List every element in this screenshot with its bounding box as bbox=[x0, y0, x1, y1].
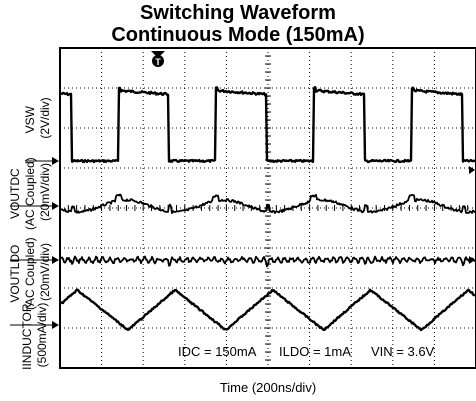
annotation-ildo: ILDO = 1mA bbox=[279, 344, 351, 359]
ch4-label-line2: (500mA/div) bbox=[35, 303, 49, 368]
annotation-vin: VIN = 3.6V bbox=[371, 344, 435, 359]
chart-title: Switching Waveform bbox=[140, 2, 336, 24]
ch2-label-line3: (20mV/div) bbox=[38, 163, 52, 221]
trigger-arrow bbox=[151, 51, 165, 58]
trigger-label: T bbox=[155, 57, 161, 67]
waveform-traces bbox=[60, 86, 476, 332]
ch1-label-line1: VSW bbox=[23, 105, 37, 133]
channel-markers bbox=[10, 157, 475, 329]
ch4-label: IINDUCTOR (500mA/div) bbox=[20, 300, 49, 370]
ch2-label-line1: VOUTDC bbox=[8, 168, 22, 219]
channel-marker-arrow bbox=[52, 256, 59, 264]
trace-vsw bbox=[60, 86, 476, 164]
channel-marker-arrow bbox=[52, 321, 59, 329]
trace-voutldo bbox=[60, 255, 476, 268]
ch3-label-line3: (20mV/div) bbox=[38, 243, 52, 301]
grid bbox=[59, 47, 476, 369]
x-axis-label: Time (200ns/div) bbox=[219, 380, 317, 395]
channel-marker-arrow bbox=[52, 202, 59, 210]
ch2-label: VOUTDC (AC Coupled) (20mV/div) bbox=[8, 154, 52, 230]
ch4-label-line1: IINDUCTOR bbox=[20, 303, 34, 370]
chart-subtitle: Continuous Mode (150mA) bbox=[111, 24, 365, 46]
ch1-label: VSW (2V/div) bbox=[23, 97, 52, 138]
ch2-label-line2: (AC Coupled) bbox=[23, 157, 37, 230]
trace-voutdc bbox=[60, 193, 476, 214]
ch3-label-line1: VOUTLDO bbox=[8, 245, 22, 303]
channel-marker-arrow-right bbox=[469, 256, 475, 264]
ch1-label-line2: (2V/div) bbox=[38, 97, 52, 138]
channel-marker-arrow bbox=[52, 157, 59, 165]
trace-iinductor bbox=[60, 288, 476, 332]
channel-marker-arrow-right bbox=[469, 166, 475, 174]
trigger-marker: T bbox=[151, 51, 165, 67]
annotation-idc: IDC = 150mA bbox=[178, 344, 257, 359]
ch3-label-line2: (AC Coupled) bbox=[23, 237, 37, 310]
ch3-label: VOUTLDO (AC Coupled) (20mV/div) bbox=[8, 234, 52, 310]
trigger-icon bbox=[152, 55, 164, 67]
